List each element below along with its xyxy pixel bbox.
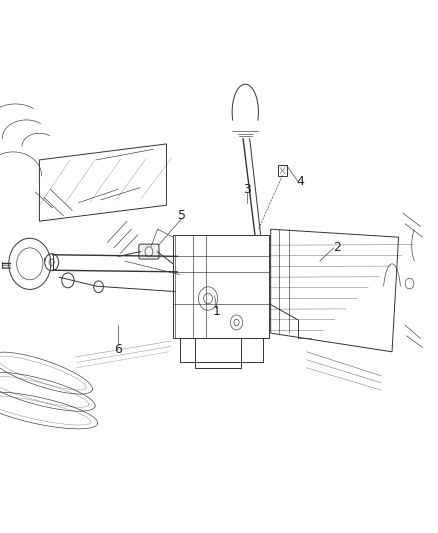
FancyBboxPatch shape	[139, 244, 159, 259]
Text: 3: 3	[244, 183, 251, 196]
Text: 1: 1	[213, 305, 221, 318]
Text: 6: 6	[114, 343, 122, 356]
Text: 5: 5	[178, 209, 186, 222]
Text: 2: 2	[333, 241, 341, 254]
Text: 4: 4	[296, 175, 304, 188]
